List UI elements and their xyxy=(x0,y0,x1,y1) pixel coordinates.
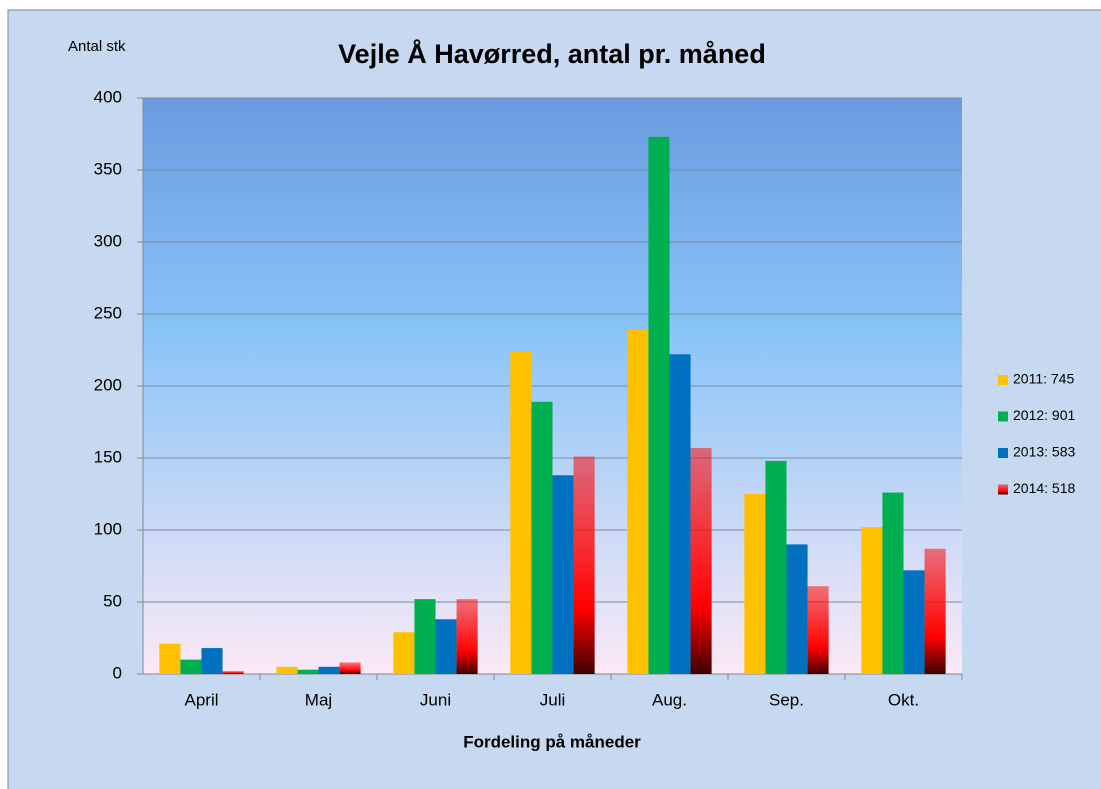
bar xyxy=(414,599,436,674)
y-tick-label: 400 xyxy=(94,87,122,106)
bar xyxy=(276,666,298,674)
bar xyxy=(744,494,766,674)
y-tick-label: 350 xyxy=(94,159,122,178)
legend-label: 2013: 583 xyxy=(1013,444,1075,460)
bar xyxy=(393,632,415,674)
legend-swatch xyxy=(998,411,1008,422)
y-tick-label: 100 xyxy=(94,519,122,538)
legend-label: 2014: 518 xyxy=(1013,480,1075,496)
chart-title: Vejle Å Havørred, antal pr. måned xyxy=(338,38,766,69)
bar xyxy=(201,648,223,674)
bar xyxy=(435,619,457,674)
x-tick-label: Okt. xyxy=(888,690,919,709)
bar xyxy=(648,136,670,674)
bar xyxy=(786,544,808,674)
bar xyxy=(690,447,712,674)
bar xyxy=(573,456,595,674)
legend-label: 2012: 901 xyxy=(1013,407,1075,423)
x-tick-label: Sep. xyxy=(769,690,804,709)
bar xyxy=(297,669,319,674)
x-tick-label: Juli xyxy=(540,690,566,709)
y-tick-label: 200 xyxy=(94,375,122,394)
bar xyxy=(339,662,361,674)
y-axis-label: Antal stk xyxy=(68,38,126,55)
bar xyxy=(222,671,244,674)
bar xyxy=(552,475,574,674)
bar xyxy=(903,570,925,674)
y-tick-label: 250 xyxy=(94,303,122,322)
bar xyxy=(531,401,553,674)
bar xyxy=(882,492,904,674)
bar xyxy=(924,548,946,674)
y-tick-label: 50 xyxy=(103,591,122,610)
legend-swatch xyxy=(998,375,1008,385)
bar xyxy=(456,599,478,674)
bar xyxy=(180,659,202,674)
x-tick-label: Juni xyxy=(420,690,451,709)
legend-label: 2011: 745 xyxy=(1013,371,1074,387)
x-axis-label: Fordeling på måneder xyxy=(463,732,641,751)
y-tick-label: 300 xyxy=(94,231,122,250)
bar xyxy=(159,643,181,674)
x-tick-label: Maj xyxy=(305,690,332,709)
x-tick-label: April xyxy=(184,690,218,709)
bar xyxy=(765,460,787,674)
bar xyxy=(861,527,883,674)
x-tick-label: Aug. xyxy=(652,690,687,709)
bar xyxy=(318,666,340,674)
legend-swatch xyxy=(998,484,1008,495)
bar xyxy=(669,354,691,674)
bar xyxy=(510,351,532,674)
bar xyxy=(627,329,649,674)
y-tick-label: 0 xyxy=(113,663,122,682)
y-tick-label: 150 xyxy=(94,447,122,466)
legend-swatch xyxy=(998,448,1008,458)
bar xyxy=(807,586,829,674)
